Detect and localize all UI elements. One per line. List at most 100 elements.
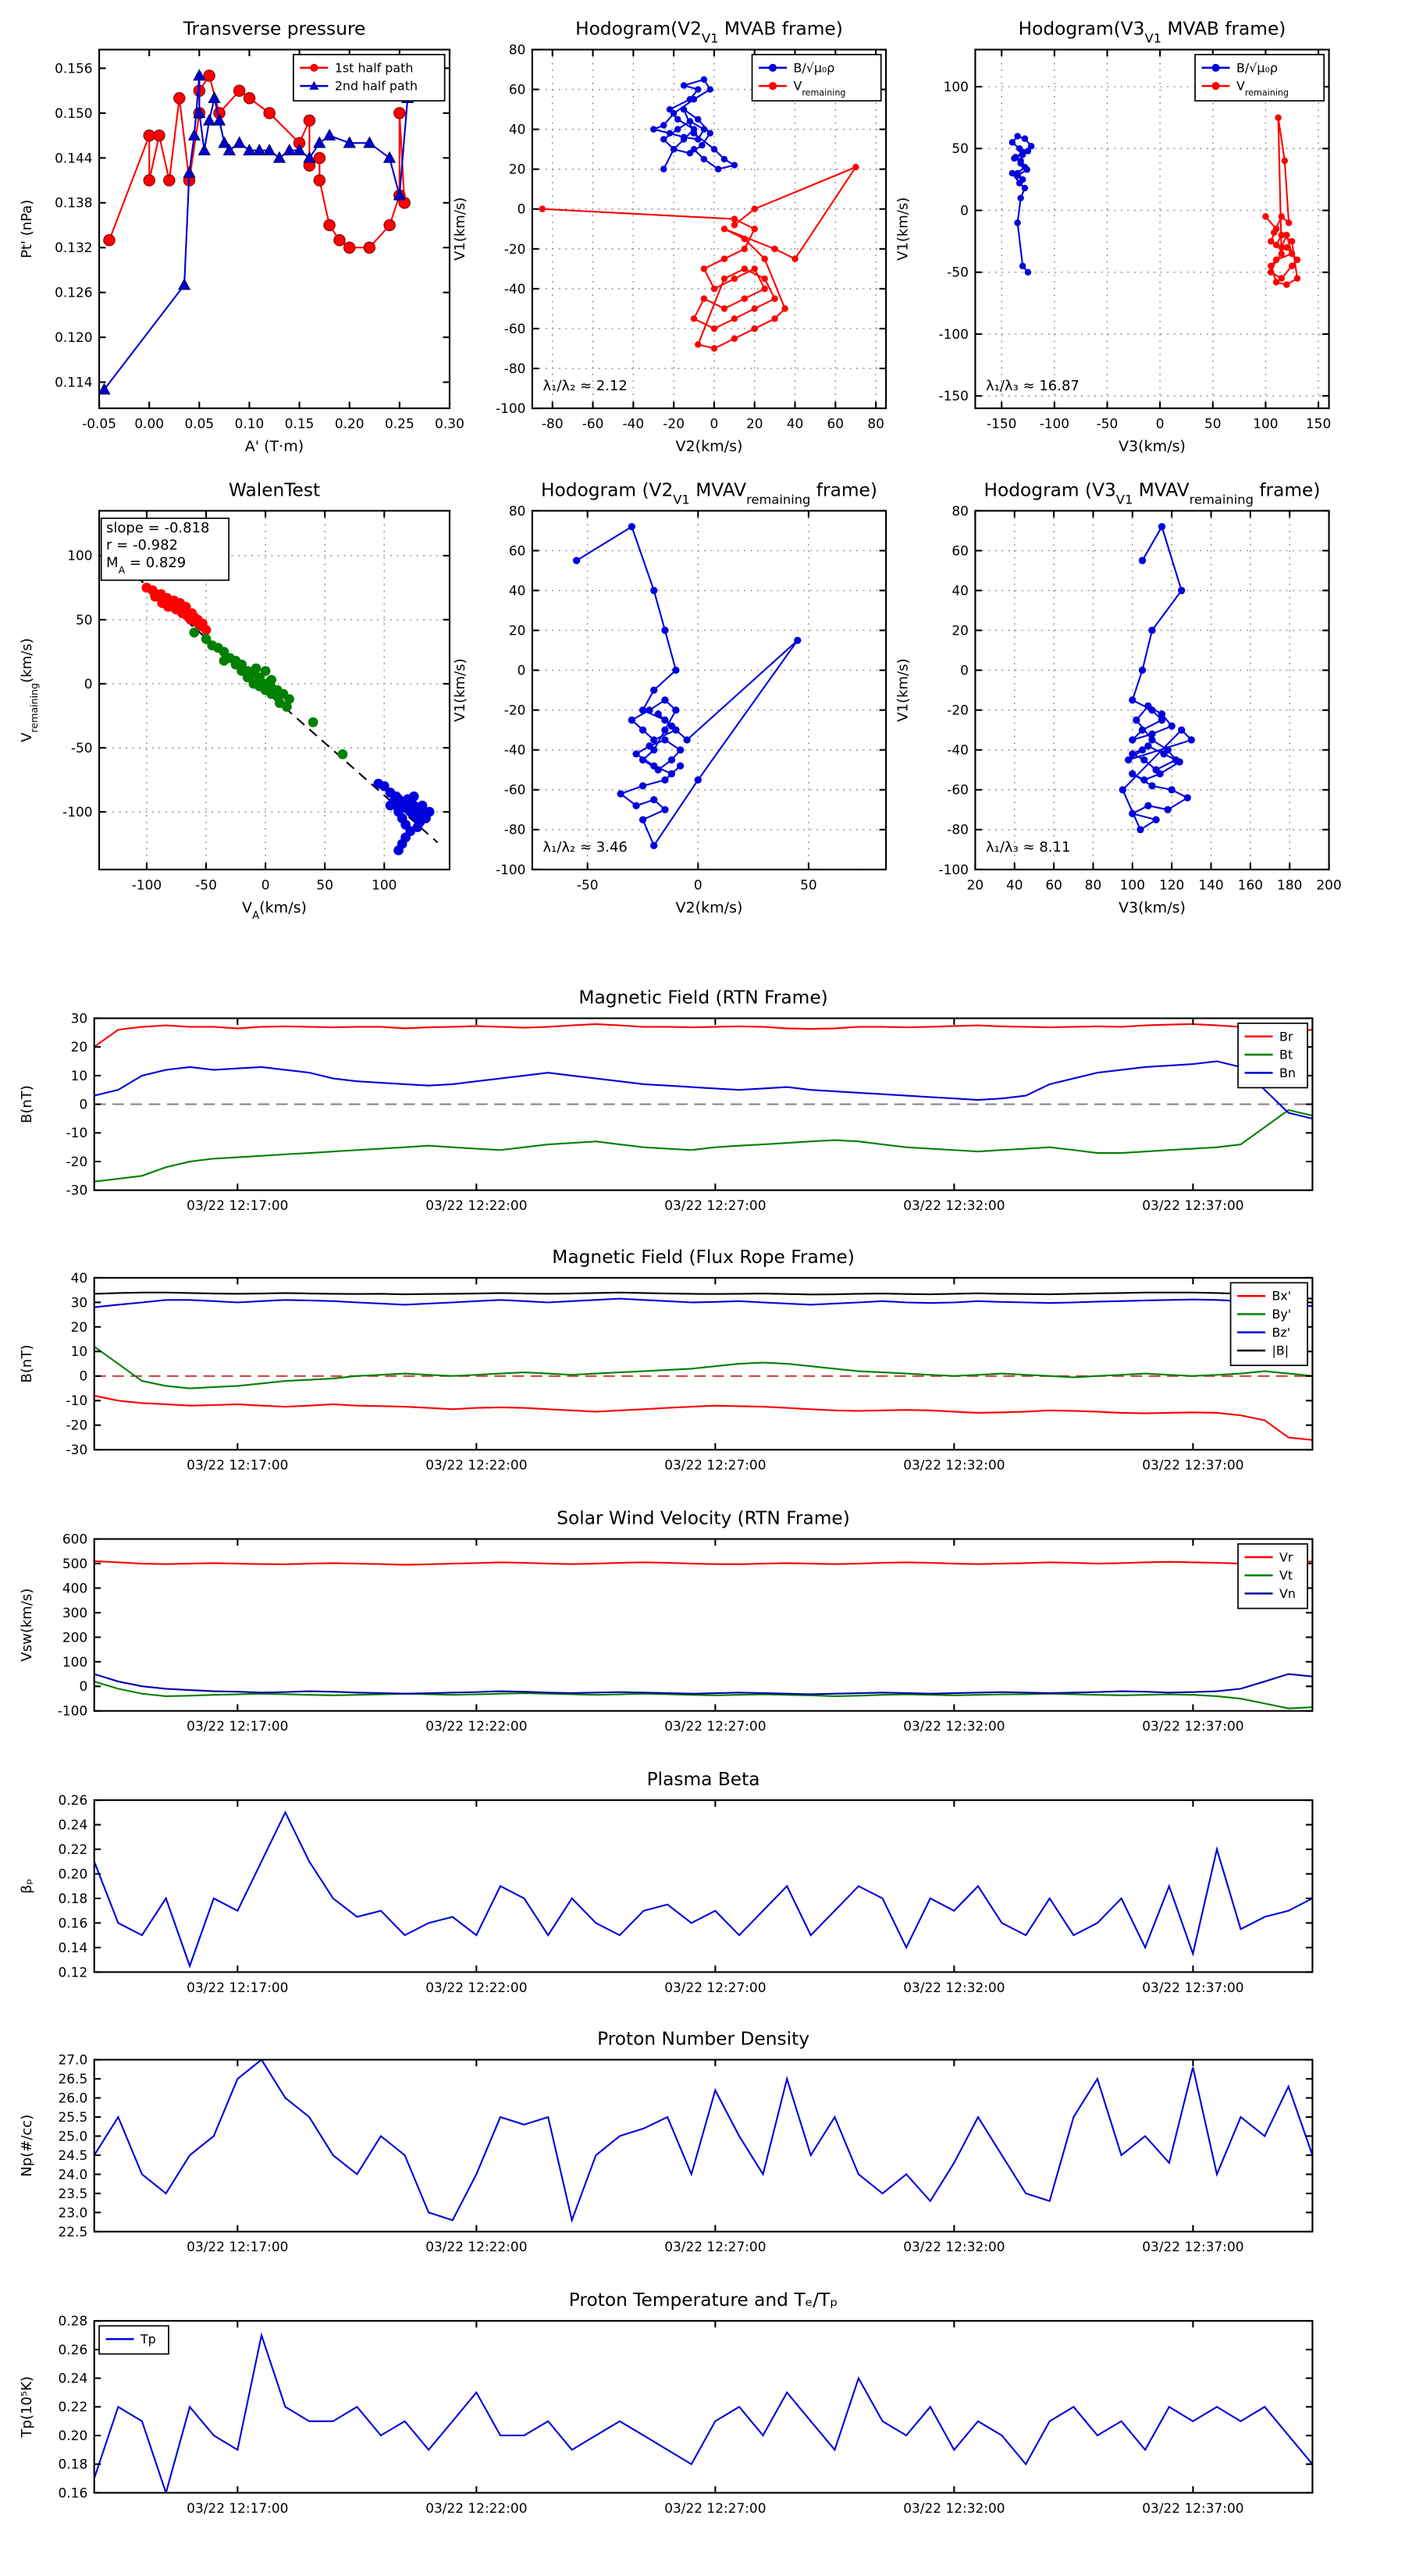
svg-text:-60: -60 [504, 782, 526, 798]
svg-text:120: 120 [1159, 877, 1184, 892]
svg-text:23.5: 23.5 [59, 2186, 88, 2201]
svg-text:0: 0 [84, 676, 93, 692]
svg-text:60: 60 [509, 82, 526, 98]
svg-text:-60: -60 [947, 782, 969, 798]
svg-text:20: 20 [509, 162, 526, 177]
plot-svg: -0.05 0.00 0.05 0.10 0.15 0.20 0.25 0.30 0.114 0.… [19, 18, 464, 455]
svg-text:VA(km/s): VA(km/s) [242, 899, 307, 922]
plot-svg: 03/22 12:17:00 03/22 12:22:00 03/22 12:27:… [19, 1770, 1314, 1995]
chart-hodogram-v3v1-mvab: -150 -100 -50 0 50 100 150 -150 -100 -50 0 50 100 Hod… [889, 10, 1345, 482]
svg-text:40: 40 [951, 582, 969, 598]
svg-text:-80: -80 [504, 822, 526, 838]
svg-text:-150: -150 [987, 415, 1016, 431]
svg-text:0.28: 0.28 [59, 2313, 88, 2329]
svg-text:100: 100 [1120, 877, 1145, 892]
svg-text:-40: -40 [623, 415, 645, 431]
svg-text:A' (T·m): A' (T·m) [245, 438, 304, 455]
svg-text:-30: -30 [66, 1183, 88, 1198]
svg-text:V2(km/s): V2(km/s) [676, 899, 743, 916]
svg-text:0: 0 [518, 201, 526, 217]
plot-svg: 03/22 12:17:00 03/22 12:22:00 03/22 12:27:… [19, 2291, 1314, 2516]
svg-text:03/22 12:27:00: 03/22 12:27:00 [664, 1457, 766, 1473]
svg-text:20: 20 [509, 622, 526, 638]
svg-text:24.0: 24.0 [59, 2166, 88, 2182]
svg-text:03/22 12:17:00: 03/22 12:17:00 [187, 1457, 288, 1473]
svg-text:-40: -40 [504, 281, 526, 297]
svg-text:V1(km/s): V1(km/s) [895, 197, 912, 261]
svg-text:50: 50 [76, 612, 93, 628]
svg-text:-100: -100 [1040, 415, 1069, 431]
plot-svg: -150 -100 -50 0 50 100 150 -150 -100 -50 0 50 100 Hod… [895, 18, 1332, 455]
plot-svg: -50 0 50 -100 -80 -60 -40 -20 0 20 40 60 80 Hodogram … [452, 479, 887, 916]
svg-text:-50: -50 [1097, 415, 1119, 431]
svg-text:Plasma Beta: Plasma Beta [647, 1770, 760, 1790]
svg-text:300: 300 [62, 1605, 87, 1621]
svg-text:0: 0 [960, 202, 969, 218]
svg-text:30: 30 [71, 1294, 88, 1310]
svg-text:0.150: 0.150 [55, 105, 93, 121]
svg-text:80: 80 [509, 503, 526, 518]
svg-text:λ₁/λ₂ ≈ 3.46: λ₁/λ₂ ≈ 3.46 [542, 839, 627, 856]
svg-text:-30: -30 [66, 1442, 88, 1457]
svg-text:0.132: 0.132 [55, 240, 93, 255]
svg-text:03/22 12:37:00: 03/22 12:37:00 [1142, 1457, 1243, 1473]
svg-text:03/22 12:22:00: 03/22 12:22:00 [425, 2239, 527, 2254]
chart-proton-temperature: 03/22 12:17:00 03/22 12:22:00 03/22 12:27:… [13, 2291, 1329, 2539]
svg-text:Magnetic Field (Flux Rope Fram: Magnetic Field (Flux Rope Frame) [552, 1248, 855, 1268]
svg-text:V2(km/s): V2(km/s) [676, 438, 743, 455]
svg-text:Hodogram (V2V1 MVAVremaining f: Hodogram (V2V1 MVAVremaining frame) [541, 479, 877, 507]
svg-text:25.5: 25.5 [59, 2109, 88, 2125]
svg-text:03/22 12:37:00: 03/22 12:37:00 [1142, 1980, 1243, 1995]
svg-text:03/22 12:17:00: 03/22 12:17:00 [187, 1197, 288, 1213]
svg-text:10: 10 [71, 1343, 88, 1359]
svg-text:80: 80 [1085, 877, 1102, 892]
svg-text:40: 40 [71, 1270, 88, 1286]
svg-text:20: 20 [71, 1319, 88, 1335]
svg-text:03/22 12:22:00: 03/22 12:22:00 [425, 1197, 527, 1213]
svg-text:0: 0 [694, 877, 702, 892]
plot-svg: 20 40 60 80 100 120 140 160 180 200-100-80-60-40-… [895, 479, 1342, 916]
svg-text:0.15: 0.15 [285, 415, 315, 431]
svg-text:50: 50 [951, 141, 969, 156]
svg-text:03/22 12:27:00: 03/22 12:27:00 [664, 1980, 766, 1995]
svg-text:0.16: 0.16 [59, 1915, 88, 1930]
svg-text:0.144: 0.144 [55, 150, 93, 165]
svg-text:0.22: 0.22 [59, 2399, 88, 2414]
svg-text:0.00: 0.00 [134, 415, 164, 431]
svg-text:60: 60 [827, 415, 845, 431]
svg-text:-100: -100 [496, 862, 525, 877]
svg-text:Bt: Bt [1279, 1048, 1293, 1062]
svg-text:140: 140 [1198, 877, 1223, 892]
svg-text:03/22 12:17:00: 03/22 12:17:00 [187, 1718, 288, 1734]
svg-text:0: 0 [518, 663, 526, 678]
svg-text:0.20: 0.20 [59, 2428, 88, 2443]
svg-text:26.5: 26.5 [59, 2071, 88, 2087]
svg-text:20: 20 [967, 877, 984, 892]
chart-hodogram-v2v1-mvab: -80 -60 -40 -20 0 20 40 60 80 -100 -80 -60 -40 -20 0 20… [446, 10, 902, 482]
svg-text:50: 50 [316, 877, 333, 892]
svg-text:160: 160 [1238, 877, 1263, 892]
chart-hodogram-v3v1-mvav: 20 40 60 80 100 120 140 160 180 200 -100 -80 -60 -40-… [889, 471, 1345, 943]
svg-text:0.114: 0.114 [55, 374, 93, 390]
plot-svg: 03/22 12:17:00 03/22 12:22:00 03/22 12:27:… [19, 2030, 1314, 2254]
plot-svg: 03/22 12:17:00 03/22 12:22:00 03/22 12:27:… [19, 988, 1314, 1213]
svg-text:60: 60 [951, 543, 969, 558]
svg-text:-20: -20 [66, 1154, 88, 1169]
svg-text:-80: -80 [504, 361, 526, 376]
svg-text:-50: -50 [195, 877, 217, 892]
svg-text:-100: -100 [132, 877, 162, 892]
svg-text:03/22 12:27:00: 03/22 12:27:00 [664, 2500, 766, 2516]
svg-text:80: 80 [951, 503, 969, 518]
svg-text:0: 0 [79, 1368, 87, 1384]
svg-text:-100: -100 [496, 400, 525, 416]
svg-text:0: 0 [1156, 415, 1165, 431]
svg-text:50: 50 [1204, 415, 1222, 431]
svg-text:Bz': Bz' [1272, 1325, 1291, 1340]
svg-text:0.120: 0.120 [55, 329, 93, 345]
chart-transverse-pressure: -0.05 0.00 0.05 0.10 0.15 0.20 0.25 0.30 0.114 0.… [13, 10, 469, 482]
svg-text:Vn: Vn [1279, 1586, 1296, 1601]
svg-text:-20: -20 [663, 415, 685, 431]
svg-text:B/√μ₀ρ: B/√μ₀ρ [793, 60, 834, 75]
svg-text:03/22 12:22:00: 03/22 12:22:00 [425, 1718, 527, 1734]
